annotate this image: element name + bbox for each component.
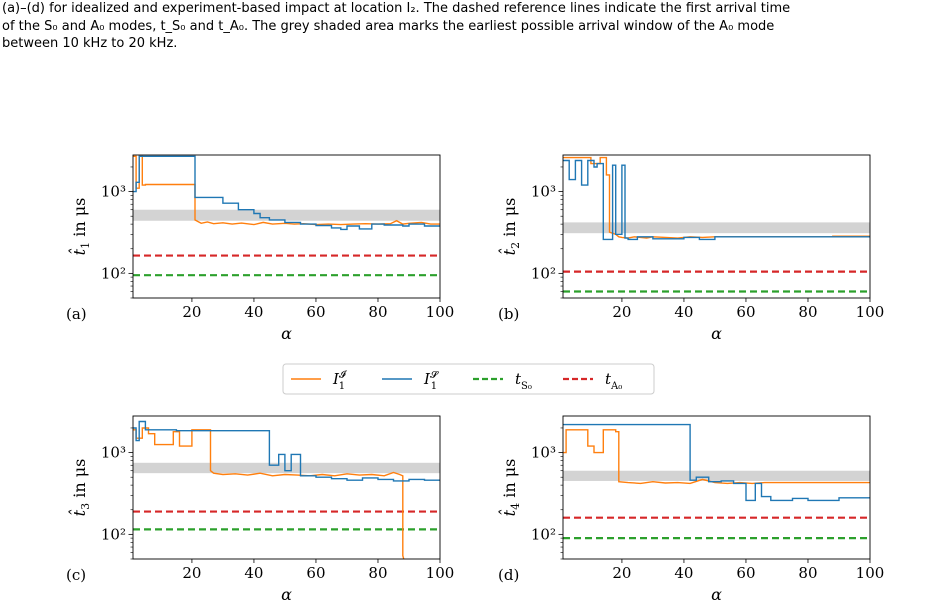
plot-frame (132, 415, 441, 560)
panel-label: (b) (498, 305, 519, 323)
plot-frame (562, 415, 871, 560)
x-tick-label: 40 (674, 303, 693, 321)
series-line-experiment (133, 155, 440, 231)
y-axis-label: t̂1 in μs (69, 198, 92, 256)
series-line-experiment (133, 420, 440, 482)
plot-frame (132, 154, 441, 299)
y-axis-label: t̂3 in μs (69, 459, 92, 517)
legend-label-3: tS₀ (515, 370, 532, 392)
a0-arrival-window (133, 209, 440, 221)
y-tick-label: 10² (531, 264, 556, 282)
y-tick-label: 10³ (101, 183, 126, 201)
chart-panel-2: 20 40 60 80 100 10² 10³ α t̂2 in μs (b) (498, 154, 885, 343)
a0-arrival-window (133, 462, 440, 474)
legend-label-2: I𝓢 1 (423, 370, 439, 392)
legend: I𝓘 1 I𝓢 1 tS₀ tA₀ (282, 363, 655, 395)
y-tick-label: 10² (101, 525, 126, 543)
y-tick-label: 10² (531, 525, 556, 543)
x-axis-label: α (281, 585, 292, 604)
panel-label: (c) (66, 566, 86, 584)
panels-group: 20 40 60 80 100 10² 10³ α t̂1 in μs (a) 20 40 60 80 10… (66, 154, 885, 604)
series-line-idealized (133, 155, 440, 226)
chart-panel-1: 20 40 60 80 100 10² 10³ α t̂1 in μs (a) (66, 154, 455, 343)
panel-label: (a) (66, 305, 87, 323)
x-tick-label: 20 (182, 564, 201, 582)
x-tick-label: 80 (368, 303, 387, 321)
x-tick-label: 100 (856, 564, 885, 582)
x-tick-label: 80 (798, 303, 817, 321)
x-tick-label: 80 (798, 564, 817, 582)
x-tick-label: 20 (612, 564, 631, 582)
y-tick-label: 10³ (531, 444, 556, 462)
x-tick-label: 100 (426, 303, 455, 321)
x-tick-label: 40 (244, 564, 263, 582)
x-tick-label: 20 (182, 303, 201, 321)
x-tick-label: 60 (736, 303, 755, 321)
x-tick-label: 100 (856, 303, 885, 321)
series-group (563, 423, 870, 502)
series-group (133, 155, 440, 231)
a0-arrival-window (563, 470, 870, 481)
x-tick-label: 80 (368, 564, 387, 582)
series-line-experiment (563, 423, 870, 502)
y-tick-label: 10³ (101, 444, 126, 462)
y-axis-label: t̂2 in μs (499, 198, 522, 256)
x-tick-label: 20 (612, 303, 631, 321)
caption-line-1: (a)–(d) for idealized and experiment-bas… (2, 1, 791, 16)
x-axis-label: α (281, 324, 292, 343)
x-axis-label: α (711, 324, 722, 343)
x-axis-label: α (711, 585, 722, 604)
x-tick-label: 40 (674, 564, 693, 582)
series-group (563, 156, 870, 241)
series-group (133, 420, 440, 559)
legend-label-1: I𝓘 1 (332, 370, 348, 392)
x-tick-label: 60 (306, 564, 325, 582)
y-tick-label: 10³ (531, 183, 556, 201)
series-line-idealized (563, 429, 870, 485)
x-tick-label: 60 (306, 303, 325, 321)
figure-caption: (a)–(d) for idealized and experiment-bas… (2, 0, 942, 53)
legend-box (282, 363, 655, 395)
panel-label: (d) (498, 566, 519, 584)
y-axis-label: t̂4 in μs (499, 459, 522, 517)
plot-frame (562, 154, 871, 299)
series-line-experiment (563, 159, 870, 241)
caption-line-3: between 10 kHz to 20 kHz. (2, 36, 178, 51)
a0-arrival-window (563, 222, 870, 234)
x-tick-label: 60 (736, 564, 755, 582)
x-tick-label: 40 (244, 303, 263, 321)
legend-label-4: tA₀ (605, 370, 622, 392)
chart-panel-3: 20 40 60 80 100 10² 10³ α t̂3 in μs (c) (66, 415, 455, 604)
chart-panel-4: 20 40 60 80 100 10² 10³ α t̂4 in μs (d) (498, 415, 885, 604)
caption-line-2: of the S₀ and A₀ modes, t_S₀ and t_A₀. T… (2, 18, 775, 34)
y-tick-label: 10² (101, 264, 126, 282)
series-line-idealized (133, 427, 405, 559)
x-tick-label: 100 (426, 564, 455, 582)
